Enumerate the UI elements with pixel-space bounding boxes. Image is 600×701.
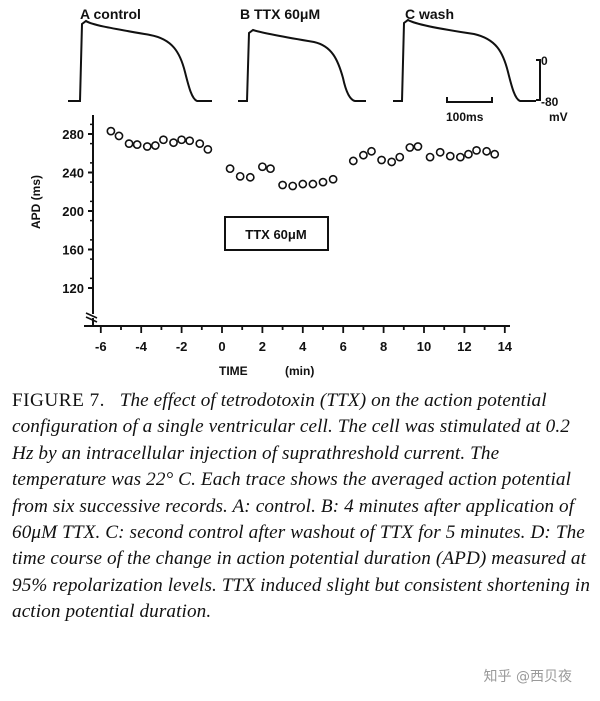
- panel-c-label: C wash: [405, 6, 454, 22]
- x-axis-unit: (min): [285, 364, 314, 378]
- y-tick-label-240: 240: [62, 166, 84, 181]
- apd-time-course-plot: 120 160 200 240 280 -6 -4 -2 0 2 4 6 8 10 12 14: [62, 115, 513, 354]
- apd-point-9: [177, 135, 186, 145]
- x-tick-label-14: 14: [498, 339, 513, 354]
- apd-point-8: [169, 138, 178, 148]
- apd-point-23: [328, 174, 338, 184]
- apd-point-22: [318, 177, 328, 187]
- x-tick-label-2: 2: [259, 339, 266, 354]
- y-axis: 120 160 200 240 280: [62, 115, 98, 326]
- trace-c-wash: [393, 18, 536, 102]
- apd-point-25: [358, 150, 368, 160]
- apd-point-27: [377, 155, 386, 165]
- x-tick-label-0: 0: [218, 339, 225, 354]
- watermark: 知乎 @西贝夜: [483, 669, 572, 685]
- apd-point-26: [367, 146, 376, 156]
- voltage-scale-bottom: -80: [541, 95, 559, 109]
- apd-point-31: [413, 142, 423, 151]
- panel-a-label: A control: [80, 6, 141, 22]
- x-tick-label-8: 8: [380, 339, 387, 354]
- voltage-scale-bar: [536, 59, 541, 101]
- apd-point-32: [425, 152, 435, 162]
- y-tick-label-280: 280: [62, 127, 84, 142]
- x-tick-label--4: -4: [135, 339, 147, 354]
- apd-point-7: [159, 135, 168, 145]
- apd-point-3: [124, 139, 134, 149]
- apd-point-38: [482, 146, 492, 156]
- caption-text: The effect of tetrodotoxin (TTX) on the …: [12, 390, 591, 623]
- voltage-scale-unit: mV: [549, 110, 568, 124]
- y-axis-title: APD (ms): [29, 175, 43, 229]
- x-tick-label-12: 12: [457, 339, 471, 354]
- panel-b-label: B TTX 60μM: [240, 6, 320, 22]
- apd-point-18: [278, 180, 287, 190]
- apd-point-28: [387, 157, 397, 167]
- apd-point-21: [308, 179, 318, 189]
- apd-point-37: [472, 145, 481, 155]
- apd-point-6: [150, 141, 160, 150]
- x-tick-label-6: 6: [340, 339, 347, 354]
- time-scale-label: 100ms: [446, 110, 484, 124]
- x-tick-label-4: 4: [299, 339, 307, 354]
- voltage-scale-top: 0: [541, 54, 548, 68]
- x-tick-label-10: 10: [417, 339, 431, 354]
- apd-point-29: [395, 152, 405, 162]
- apd-point-33: [435, 147, 445, 157]
- y-axis-break-mark: [85, 312, 98, 323]
- apd-point-13: [225, 164, 235, 174]
- x-tick-label--6: -6: [95, 339, 107, 354]
- caption-figure-label: FIGURE 7.: [12, 390, 105, 411]
- ttx-annotation-label: TTX 60μM: [245, 227, 306, 242]
- apd-point-15: [245, 172, 255, 182]
- trace-b-ttx: [238, 28, 366, 102]
- trace-a-control: [68, 19, 212, 102]
- apd-point-20: [298, 179, 308, 189]
- apd-point-30: [405, 143, 415, 152]
- time-scale-bar: [446, 97, 493, 103]
- apd-point-36: [464, 149, 473, 159]
- apd-point-14: [235, 171, 245, 181]
- apd-point-17: [266, 164, 275, 174]
- ttx-annotation-box: [224, 216, 329, 251]
- apd-point-2: [114, 131, 124, 141]
- apd-point-11: [195, 139, 205, 149]
- x-axis: -6 -4 -2 0 2 4 6 8 10 12 14: [84, 325, 513, 354]
- y-tick-label-160: 160: [62, 243, 84, 258]
- apd-point-4: [132, 140, 142, 149]
- x-tick-label--2: -2: [176, 339, 188, 354]
- apd-point-34: [445, 151, 455, 161]
- apd-point-39: [490, 149, 500, 159]
- figure-caption: FIGURE 7. The effect of tetrodotoxin (TT…: [12, 388, 594, 626]
- apd-point-19: [288, 181, 298, 191]
- apd-point-5: [142, 142, 152, 151]
- apd-point-16: [257, 162, 267, 172]
- apd-point-24: [348, 156, 358, 166]
- y-tick-label-200: 200: [62, 204, 84, 219]
- y-tick-label-120: 120: [62, 281, 84, 296]
- apd-point-1: [106, 126, 116, 136]
- x-axis-title: TIME: [219, 364, 248, 378]
- apd-point-10: [185, 136, 195, 146]
- figure-7: A control B TTX 60μM C wash 100ms 0 -80 …: [29, 6, 568, 378]
- apd-point-12: [203, 144, 213, 154]
- apd-data-points: [106, 126, 500, 191]
- apd-point-35: [455, 152, 465, 162]
